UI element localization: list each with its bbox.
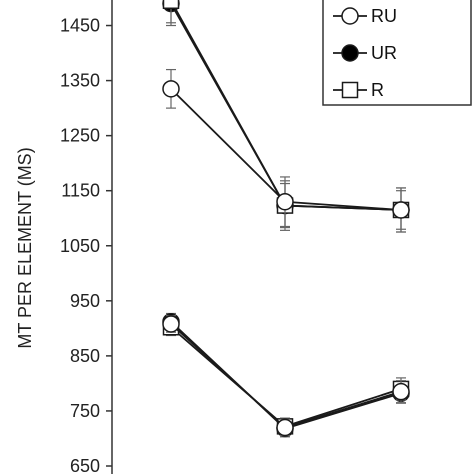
data-point-ru bbox=[162, 80, 180, 98]
legend-marker-ur bbox=[341, 44, 359, 62]
series-ru bbox=[162, 68, 410, 437]
y-tick-label: 850 bbox=[70, 346, 100, 366]
y-axis-title: MT PER ELEMENT (MS) bbox=[15, 147, 35, 348]
legend-marker-r bbox=[341, 81, 359, 99]
y-tick-label: 1450 bbox=[60, 16, 100, 36]
legend-label-r: R bbox=[371, 80, 384, 100]
legend: RU UR R bbox=[322, 0, 472, 106]
y-tick-label: 650 bbox=[70, 456, 100, 474]
y-tick-label: 1050 bbox=[60, 236, 100, 256]
series-line-ru bbox=[170, 323, 402, 429]
series-line-ru bbox=[170, 88, 402, 211]
y-axis-ticks: 650 750 850 950 1050 1150 1250 1350 1450 bbox=[60, 16, 112, 474]
data-point-ru bbox=[162, 315, 180, 333]
data-point-r bbox=[162, 0, 180, 10]
data-point-ru bbox=[392, 382, 410, 401]
data-point-ru bbox=[276, 192, 294, 211]
y-tick-label: 950 bbox=[70, 291, 100, 311]
y-tick-label: 1250 bbox=[60, 126, 100, 146]
data-point-ru bbox=[276, 418, 294, 437]
y-tick-label: 1350 bbox=[60, 71, 100, 91]
series-group bbox=[162, 0, 410, 438]
data-point-ru bbox=[392, 201, 410, 219]
series-line-ur bbox=[170, 321, 402, 430]
legend-label-ru: RU bbox=[371, 6, 397, 26]
legend-label-ur: UR bbox=[371, 43, 397, 63]
y-tick-label: 1150 bbox=[61, 181, 100, 201]
legend-marker-ru bbox=[341, 7, 359, 25]
series-line-r bbox=[170, 326, 402, 428]
y-tick-label: 750 bbox=[70, 401, 100, 421]
